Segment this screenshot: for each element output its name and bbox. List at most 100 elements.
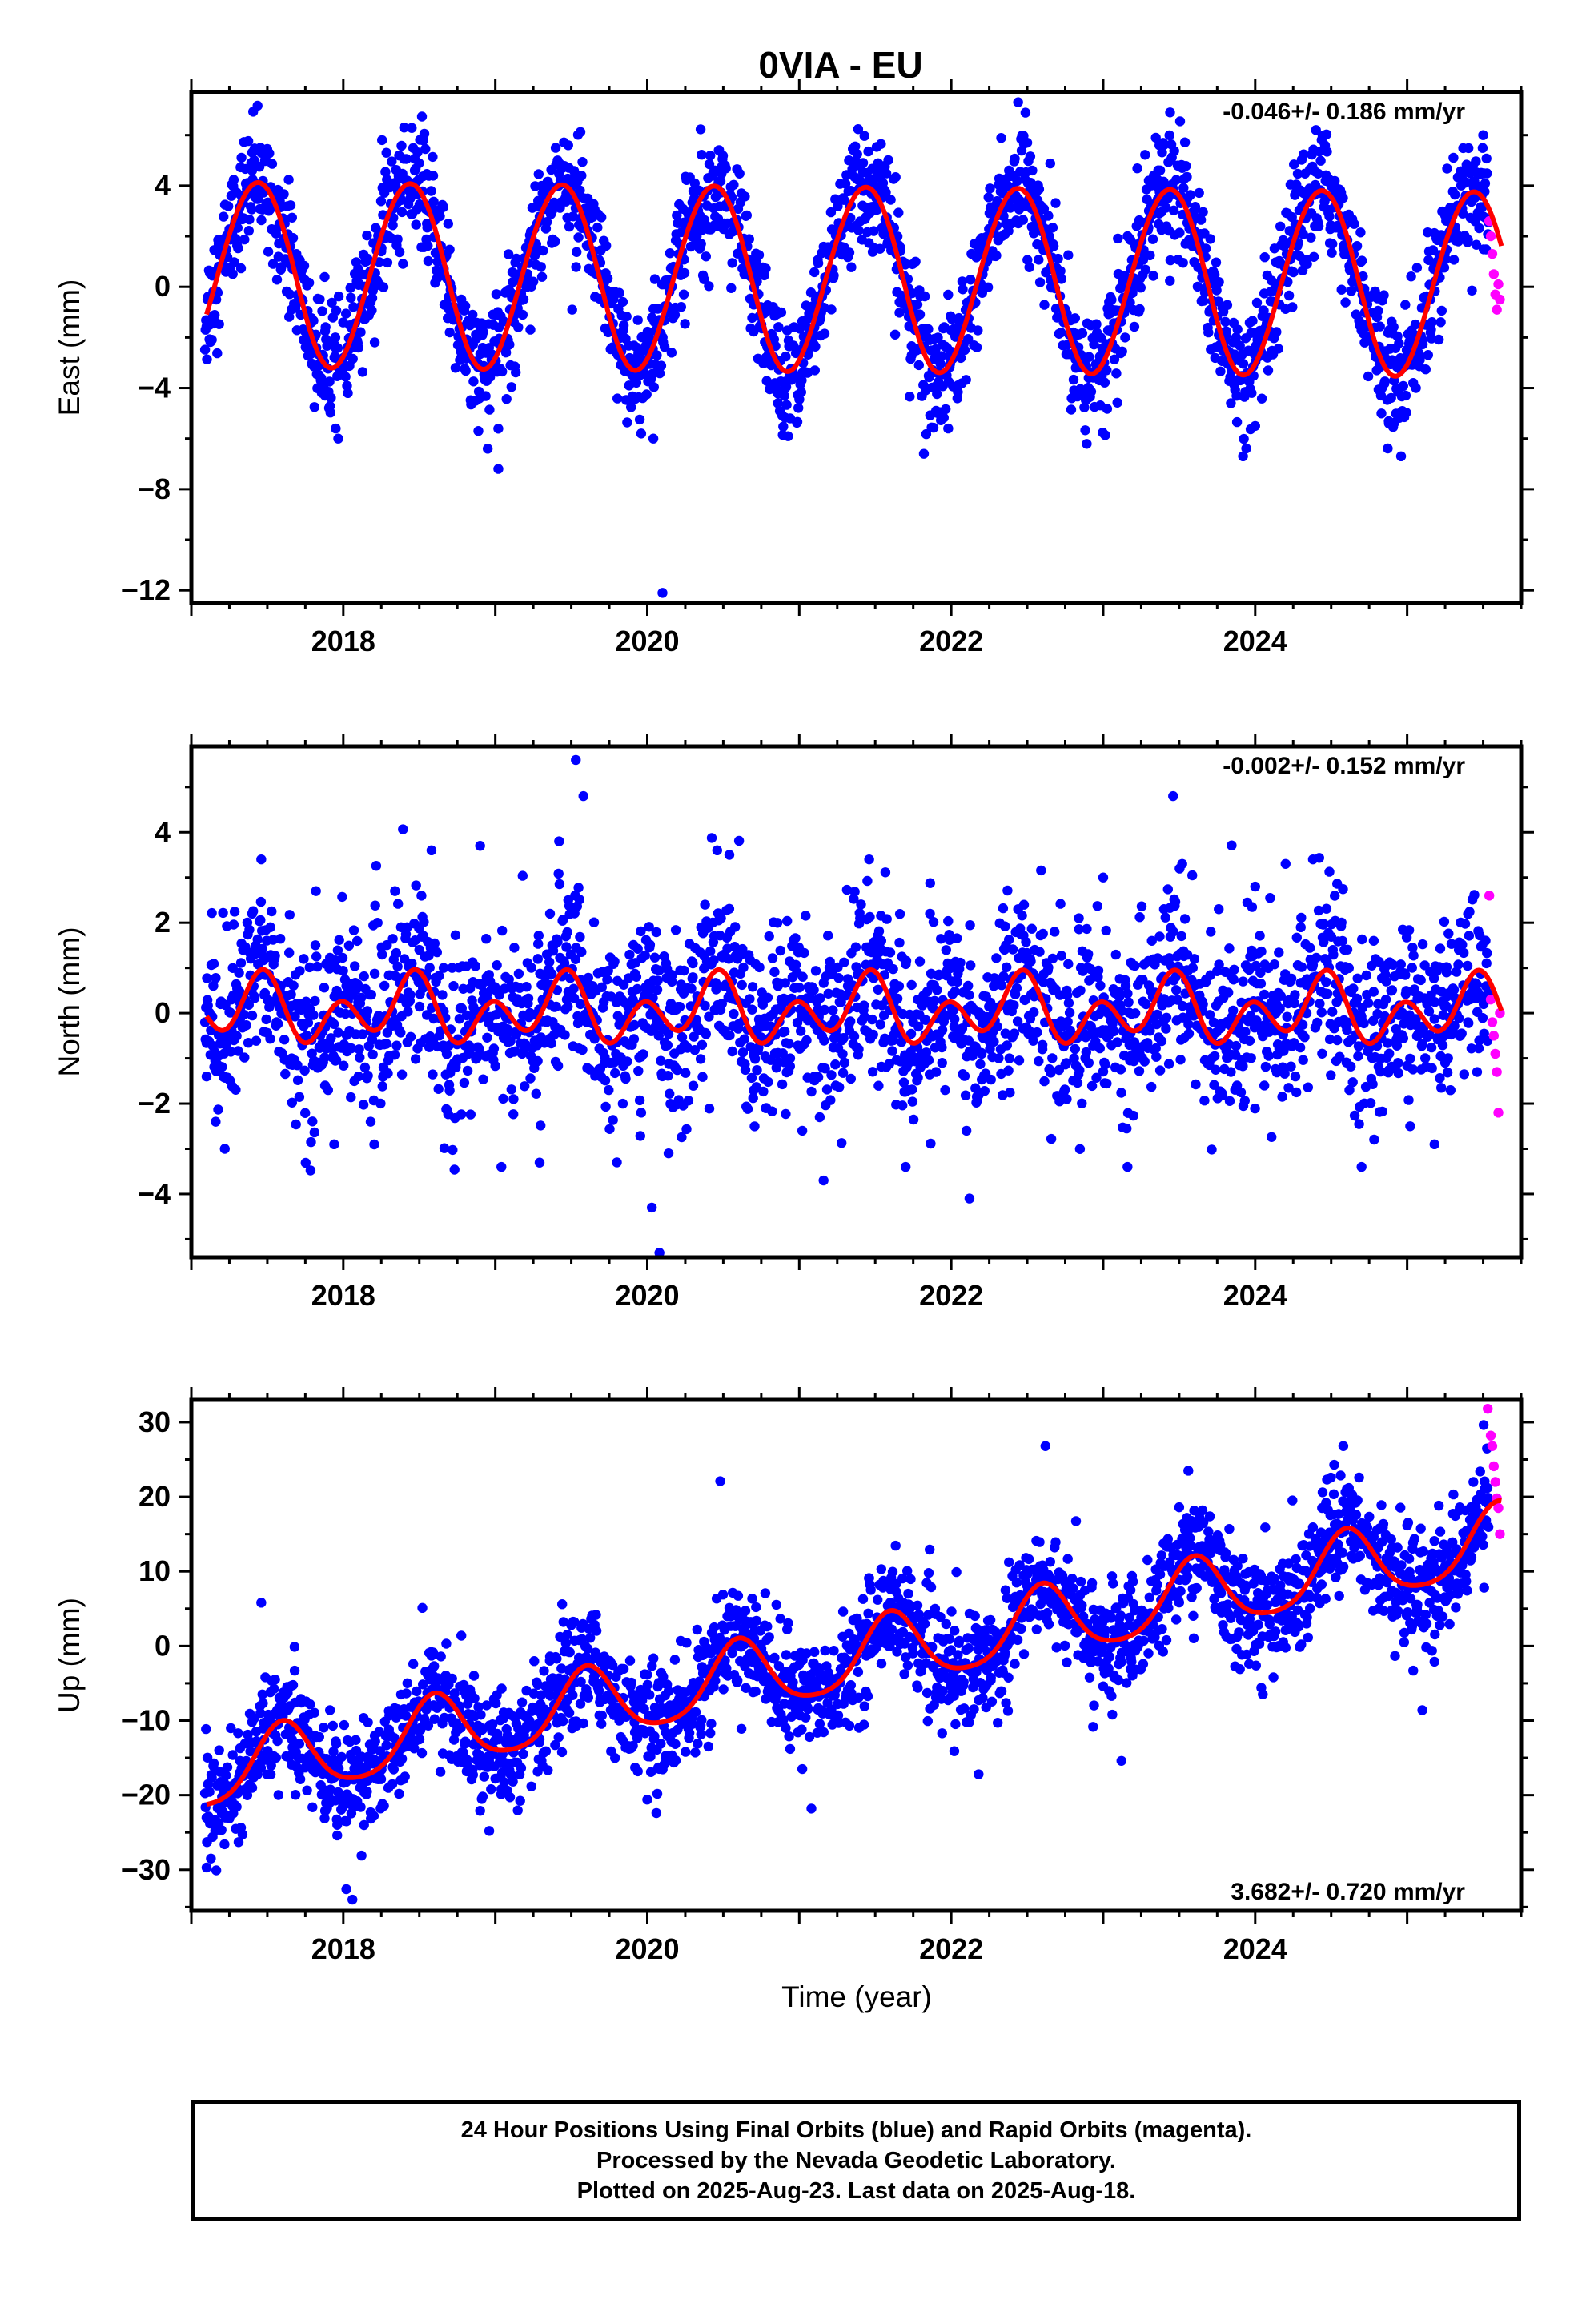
east-final-point [450, 363, 461, 373]
east-final-point [412, 147, 423, 158]
east-final-point [1140, 264, 1151, 275]
east-final-point [636, 428, 647, 439]
north-final-point [821, 1084, 833, 1095]
east-final-point [721, 163, 731, 174]
east-final-point [697, 150, 707, 160]
north-final-points [201, 754, 1483, 1257]
north-final-point [402, 922, 412, 933]
north-final-point [636, 926, 646, 937]
east-final-point [1070, 313, 1081, 324]
north-final-point [656, 1055, 666, 1066]
east-final-point [1340, 297, 1351, 308]
east-final-point [377, 135, 387, 146]
east-final-point [347, 353, 358, 364]
east-final-point [955, 352, 966, 364]
north-final-point [1246, 1053, 1256, 1063]
north-final-point [1381, 976, 1391, 987]
east-final-point [943, 423, 954, 434]
north-final-point [964, 1193, 975, 1204]
east-final-point [648, 433, 659, 444]
north-final-point [859, 1000, 869, 1011]
north-final-point [291, 1119, 301, 1130]
north-final-point [1482, 947, 1492, 959]
north-final-point [1206, 927, 1216, 937]
north-final-point [247, 1010, 258, 1021]
north-final-point [1211, 1064, 1221, 1076]
east-final-point [369, 337, 380, 348]
east-final-point [1436, 305, 1447, 316]
east-final-point [596, 212, 607, 223]
east-final-point [713, 145, 724, 155]
north-final-point [414, 944, 424, 955]
east-final-point [1235, 340, 1245, 351]
north-final-point [257, 943, 267, 955]
east-plot-area [199, 97, 1505, 598]
north-final-point [1295, 1042, 1306, 1053]
north-final-point [290, 1011, 300, 1022]
north-final-point [1469, 890, 1480, 900]
east-final-point [504, 340, 515, 350]
east-final-point [1406, 271, 1416, 282]
north-final-point [913, 1021, 924, 1032]
east-final-point [575, 185, 585, 195]
north-final-point [306, 1136, 316, 1148]
north-final-point [544, 957, 555, 967]
north-final-point [211, 973, 221, 983]
north-final-point [652, 984, 663, 995]
north-final-point [921, 1015, 931, 1026]
north-final-point [819, 1004, 830, 1015]
north-final-point [885, 947, 896, 958]
north-final-point [432, 947, 442, 958]
north-final-point [1187, 870, 1198, 881]
north-final-point [405, 990, 416, 1000]
north-final-point [1009, 1000, 1019, 1011]
north-final-point [1322, 988, 1333, 999]
east-x-tick-label: 2024 [1223, 625, 1287, 657]
north-final-point [328, 1019, 339, 1030]
east-final-point [287, 233, 299, 243]
north-final-point [561, 942, 572, 952]
north-final-point [1409, 984, 1420, 995]
north-final-point [387, 934, 398, 944]
east-final-point [1142, 194, 1152, 205]
north-final-point [353, 1071, 364, 1082]
north-final-point [930, 995, 940, 1007]
east-final-point [1400, 300, 1411, 310]
east-final-point [622, 417, 632, 428]
east-final-point [1299, 149, 1309, 159]
north-final-point [934, 969, 944, 980]
north-final-point [465, 1109, 476, 1120]
east-final-point [1376, 408, 1387, 419]
east-final-point [204, 320, 215, 330]
north-final-point [906, 979, 917, 991]
east-final-point [505, 360, 516, 371]
east-final-point [362, 253, 373, 264]
north-final-point [897, 1100, 908, 1111]
north-final-point [617, 1098, 628, 1109]
north-final-point [1343, 1017, 1353, 1027]
north-final-point [1156, 1035, 1167, 1047]
north-final-point [310, 940, 321, 951]
north-final-point [624, 949, 635, 960]
north-final-point [746, 1072, 757, 1084]
north-final-point [299, 954, 309, 964]
north-final-point [300, 1157, 311, 1168]
north-final-point [688, 1080, 699, 1091]
east-final-point [935, 359, 946, 369]
east-final-point [1474, 223, 1484, 234]
north-final-point [992, 1021, 1002, 1032]
north-final-point [576, 947, 587, 958]
north-final-point [865, 911, 875, 923]
north-final-point [403, 1007, 413, 1017]
east-final-point [778, 421, 789, 432]
north-final-point [1047, 1053, 1058, 1063]
east-final-point [1053, 253, 1063, 264]
north-final-point [932, 985, 942, 995]
north-final-point [709, 955, 719, 966]
north-final-point [304, 962, 315, 973]
east-final-point [883, 155, 893, 166]
north-final-point [1055, 899, 1066, 909]
east-final-point [1099, 377, 1110, 388]
north-final-point [414, 1001, 425, 1012]
north-final-point [1387, 959, 1399, 971]
